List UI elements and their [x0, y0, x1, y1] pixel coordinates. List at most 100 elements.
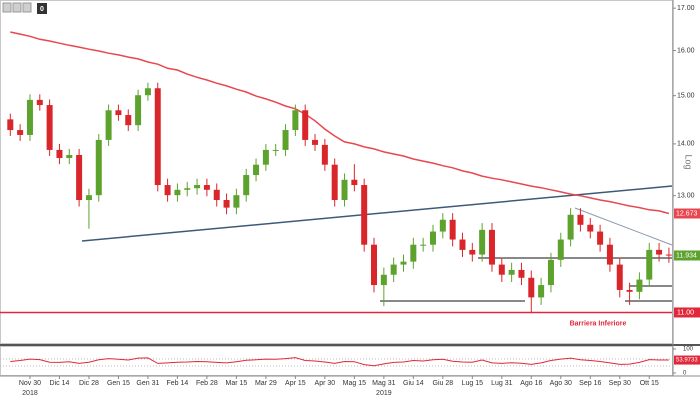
- candle-body: [312, 139, 319, 145]
- x-year-label: 2018: [22, 390, 38, 397]
- candle-body: [567, 214, 574, 240]
- osc-tag-label: 53.9733: [676, 358, 698, 364]
- candle-body: [636, 279, 643, 292]
- candle-body: [331, 164, 338, 201]
- candle-body: [528, 277, 535, 298]
- ma-tag-label: 12.673: [676, 210, 698, 217]
- x-tick-label: Sep 30: [609, 380, 631, 387]
- candle-body: [400, 261, 407, 265]
- x-tick-label: Feb 14: [167, 380, 189, 387]
- candle-body: [361, 185, 368, 245]
- x-tick-label: Giu 28: [433, 380, 454, 387]
- candle-body: [7, 119, 14, 131]
- candle-body: [626, 289, 633, 292]
- candle-body: [135, 95, 142, 126]
- x-year-label: 2019: [376, 390, 392, 397]
- x-tick-label: Feb 28: [196, 380, 218, 387]
- candle-body: [213, 189, 220, 201]
- candle-body: [194, 185, 201, 189]
- last-price-tag: [674, 250, 700, 261]
- candle-body: [341, 179, 348, 201]
- last-price-label: 11.934: [676, 252, 697, 259]
- candle-body: [420, 244, 427, 246]
- axis-label: Log: [684, 154, 694, 169]
- candle-body: [557, 239, 564, 260]
- candle-body: [597, 231, 604, 245]
- x-tick-label: Mar 15: [225, 380, 247, 387]
- moving-average: [10, 31, 670, 215]
- candle-body: [646, 249, 653, 280]
- candle-body: [616, 264, 623, 290]
- barrier-tag-label: 11.00: [677, 309, 694, 316]
- toolbar-button[interactable]: [22, 2, 32, 13]
- candle-body: [479, 229, 486, 255]
- toolbar-button[interactable]: [12, 2, 22, 13]
- x-tick-label: Ago 30: [550, 380, 572, 387]
- candle-body: [302, 110, 309, 140]
- y-tick-label: 17.00: [677, 5, 695, 12]
- candle-body: [665, 254, 672, 256]
- candle-body: [46, 105, 53, 150]
- x-tick-label: Apr 30: [315, 380, 336, 387]
- y-tick-label: 13.00: [677, 193, 695, 200]
- candle-body: [17, 130, 24, 135]
- candle-body: [459, 239, 466, 250]
- barrier-tag: [674, 307, 700, 318]
- x-tick-label: Nov 30: [19, 380, 41, 387]
- candle-body: [321, 144, 328, 165]
- candle-body: [538, 285, 545, 298]
- candle-body: [184, 188, 191, 190]
- x-tick-label: Lug 31: [491, 380, 513, 387]
- candle-body: [253, 164, 260, 176]
- y-tick-label: 16.00: [677, 47, 695, 54]
- x-tick-label: Mag 31: [372, 380, 395, 387]
- candle-body: [429, 231, 436, 245]
- x-tick-label: Lug 15: [462, 380, 484, 387]
- candle-body: [56, 149, 63, 159]
- x-tick-label: Ott 15: [640, 380, 659, 387]
- candle-body: [66, 154, 73, 159]
- candle-body: [76, 154, 83, 201]
- candle-body: [606, 244, 613, 265]
- candle-body: [410, 244, 417, 262]
- candle-body: [282, 130, 289, 150]
- toolbar-button[interactable]: [2, 2, 12, 13]
- x-tick-label: Mar 29: [255, 380, 277, 387]
- y-tick-label: 14.00: [677, 141, 695, 148]
- toolbar: 0: [2, 2, 47, 14]
- x-tick-label: Dic 28: [79, 380, 99, 387]
- candle-body: [233, 195, 240, 208]
- candle-body: [292, 110, 299, 131]
- x-tick-label: Ago 16: [520, 380, 542, 387]
- candle-body: [587, 224, 594, 232]
- candle-body: [577, 214, 584, 225]
- osc-tick-label: 0: [683, 371, 687, 377]
- x-tick-label: Giu 14: [403, 380, 424, 387]
- candle-body: [272, 149, 279, 151]
- candle-body: [508, 269, 515, 275]
- candle-body: [85, 195, 92, 201]
- toolbar-counter: 0: [40, 6, 44, 13]
- x-tick-label: Mag 15: [343, 380, 366, 387]
- candle-body: [547, 259, 554, 286]
- candle-body: [95, 139, 102, 196]
- candle-body: [36, 99, 43, 106]
- x-tick-label: Gen 31: [136, 380, 159, 387]
- x-tick-label: Sep 16: [579, 380, 601, 387]
- candle-body: [488, 229, 495, 265]
- oscillator-line: [10, 357, 669, 367]
- trend-line: [574, 207, 673, 246]
- candle-body: [371, 244, 378, 286]
- candle-body: [164, 185, 171, 196]
- toolbar-counter-box[interactable]: [37, 3, 47, 14]
- candle-body: [498, 264, 505, 275]
- candle-body: [125, 115, 132, 126]
- x-tick-label: Apr 15: [285, 380, 306, 387]
- candle-body: [174, 189, 181, 196]
- candle-body: [351, 179, 358, 186]
- candle-body: [26, 99, 33, 135]
- x-tick-label: Gen 15: [107, 380, 130, 387]
- candle-body: [203, 185, 210, 190]
- candle-body: [154, 88, 161, 186]
